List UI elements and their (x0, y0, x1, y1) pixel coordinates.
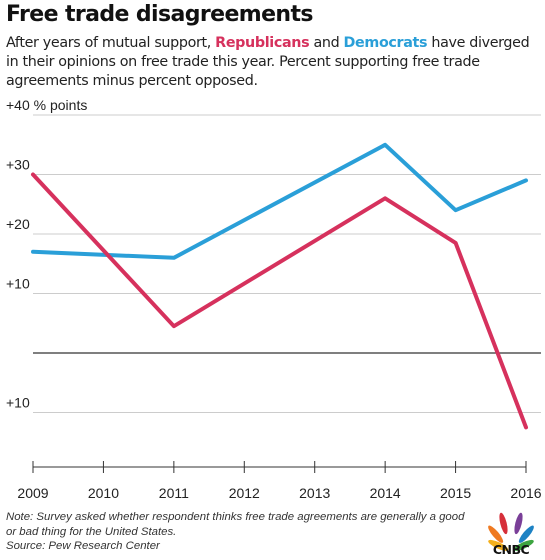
logo-text: CNBC (493, 542, 530, 557)
cnbc-logo: CNBC (488, 512, 534, 557)
subtitle-text-3: have diverged in their opinions on free … (6, 35, 530, 89)
x-tick-label: 2014 (370, 485, 401, 501)
x-tick-label: 2015 (440, 485, 471, 501)
series-line-democrats (31, 142, 528, 260)
peacock-icon (488, 512, 534, 551)
y-tick-label: +10 (6, 276, 30, 292)
x-tick-label: 2009 (17, 485, 48, 501)
y-tick-label: +40 % points (6, 97, 87, 113)
subtitle-text-1: After years of mutual support, (6, 35, 216, 51)
y-tick-label: +10 (6, 395, 30, 411)
series-line-republicans (31, 172, 528, 430)
footnote-source: Source: Pew Research Center (6, 540, 160, 552)
chart-subtitle: After years of mutual support, Republica… (6, 34, 540, 91)
x-tick-label: 2016 (510, 485, 541, 501)
x-tick-label: 2013 (299, 485, 330, 501)
y-tick-label: +30 (6, 157, 30, 173)
chart-footnote: Note: Survey asked whether respondent th… (6, 510, 476, 554)
subtitle-text-2: and (309, 35, 344, 51)
x-tick-label: 2010 (88, 485, 119, 501)
x-tick-label: 2012 (229, 485, 260, 501)
subtitle-democrats: Democrats (343, 35, 428, 51)
footnote-note: Note: Survey asked whether respondent th… (6, 511, 465, 538)
chart-title: Free trade disagreements (6, 2, 314, 27)
subtitle-republicans: Republicans (215, 35, 310, 51)
y-tick-label: +20 (6, 216, 30, 232)
x-tick-label: 2011 (159, 485, 189, 501)
